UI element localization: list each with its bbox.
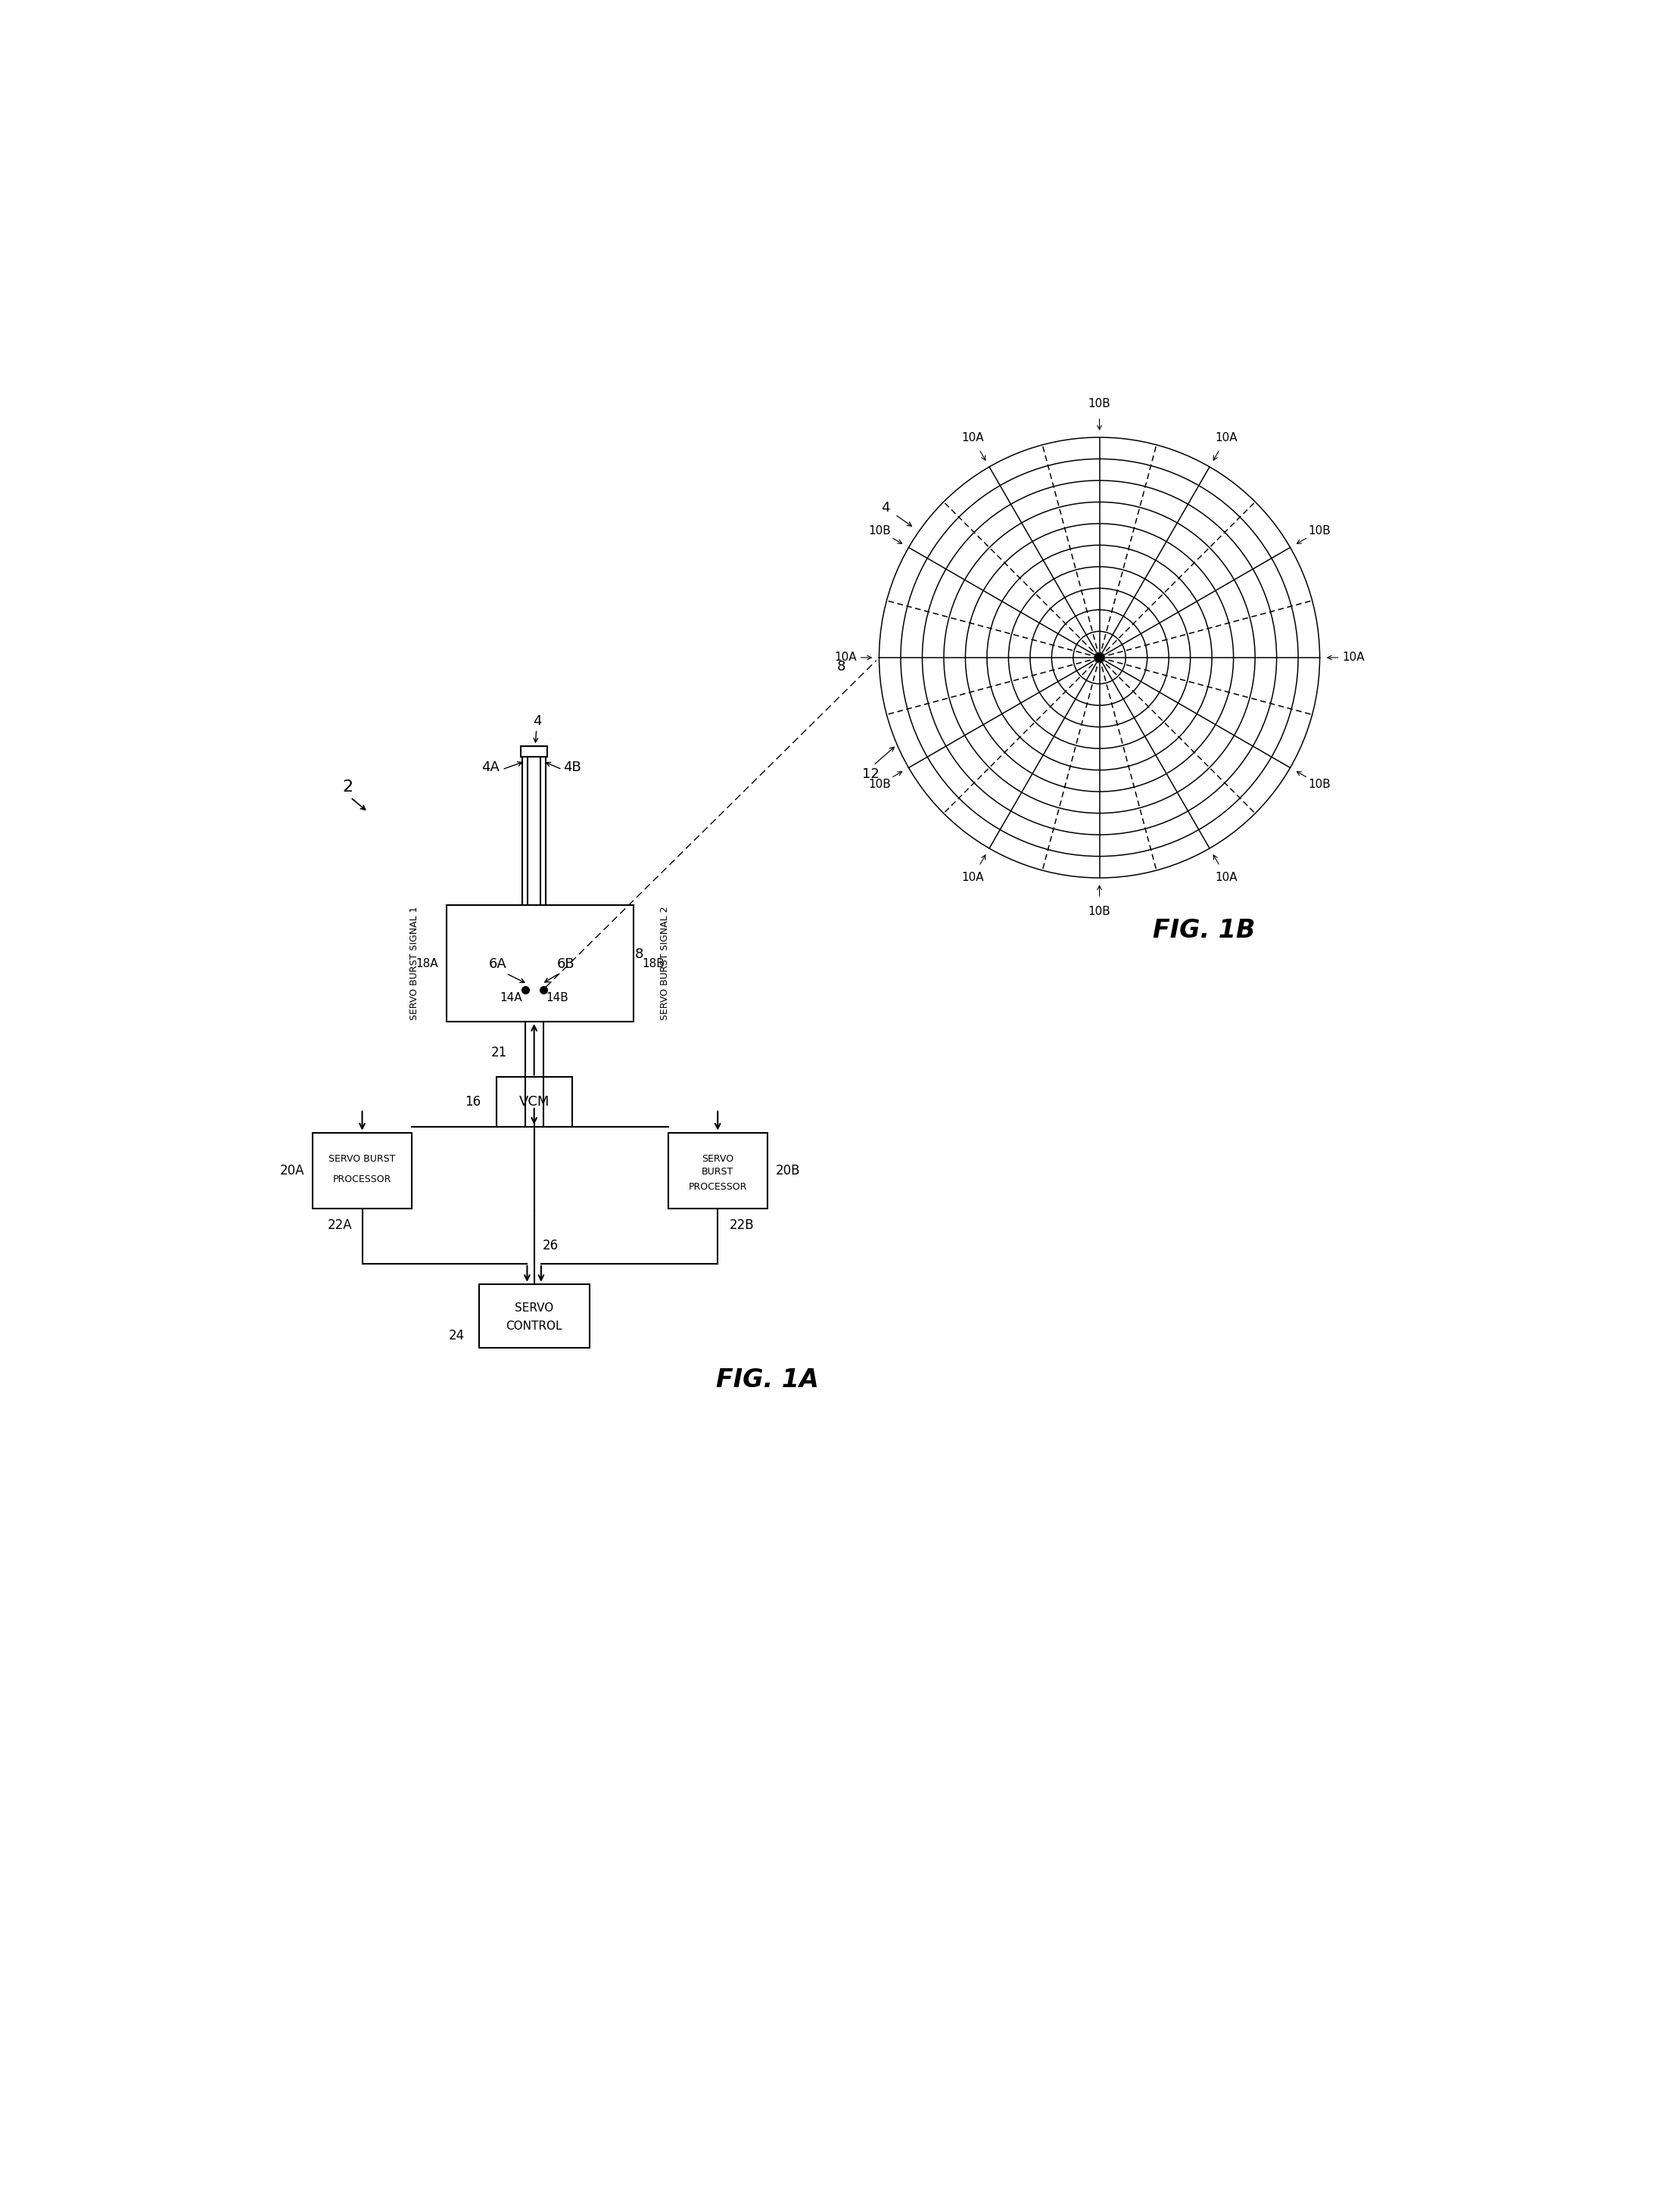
Bar: [541, 757, 546, 989]
Text: 4A: 4A: [481, 761, 499, 774]
Text: VCM: VCM: [519, 1095, 549, 1108]
Bar: [313, 1133, 412, 1208]
Text: 22A: 22A: [328, 1219, 352, 1232]
Text: SERVO BURST SIGNAL 2: SERVO BURST SIGNAL 2: [660, 907, 670, 1020]
Text: 10A: 10A: [961, 431, 983, 442]
Bar: [479, 1283, 590, 1347]
Text: 8: 8: [838, 659, 846, 672]
Text: PROCESSOR: PROCESSOR: [688, 1181, 747, 1192]
Text: SERVO: SERVO: [702, 1155, 734, 1164]
Bar: [523, 757, 528, 989]
Text: 14A: 14A: [499, 993, 523, 1004]
Text: 10A: 10A: [961, 872, 983, 883]
Text: SERVO BURST: SERVO BURST: [328, 1155, 395, 1164]
Text: 26: 26: [543, 1239, 558, 1252]
Bar: [521, 745, 548, 757]
Text: 10B: 10B: [1308, 524, 1330, 535]
Text: 10B: 10B: [1308, 779, 1330, 790]
Text: 18A: 18A: [415, 958, 437, 969]
Text: 4: 4: [881, 502, 889, 515]
Text: 8: 8: [635, 947, 643, 960]
Text: 20B: 20B: [776, 1164, 801, 1177]
Text: 10A: 10A: [1216, 431, 1238, 442]
Text: 10A: 10A: [1342, 653, 1365, 664]
Text: 6B: 6B: [558, 958, 575, 971]
Text: SERVO BURST SIGNAL 1: SERVO BURST SIGNAL 1: [410, 907, 419, 1020]
Text: 10B: 10B: [868, 524, 891, 535]
Text: 4: 4: [533, 714, 541, 728]
Text: 21: 21: [491, 1046, 508, 1060]
Text: 18B: 18B: [642, 958, 665, 969]
Text: PROCESSOR: PROCESSOR: [333, 1175, 392, 1183]
Text: 6A: 6A: [489, 958, 508, 971]
Text: 2: 2: [342, 779, 353, 794]
Bar: [668, 1133, 767, 1208]
Text: SERVO: SERVO: [514, 1303, 553, 1314]
Bar: [447, 905, 633, 1022]
Text: 16: 16: [466, 1095, 481, 1108]
Text: 4B: 4B: [563, 761, 581, 774]
Text: 20A: 20A: [280, 1164, 305, 1177]
Text: CONTROL: CONTROL: [506, 1321, 563, 1332]
Text: 22B: 22B: [730, 1219, 754, 1232]
Text: 12: 12: [861, 768, 879, 781]
Text: FIG. 1B: FIG. 1B: [1152, 918, 1256, 942]
Circle shape: [1095, 653, 1104, 661]
Text: BURST: BURST: [702, 1166, 734, 1177]
Text: 10B: 10B: [868, 779, 891, 790]
Text: 10A: 10A: [1216, 872, 1238, 883]
Text: 10A: 10A: [834, 653, 856, 664]
Bar: [496, 1077, 571, 1126]
Text: 10B: 10B: [1089, 907, 1111, 918]
Text: FIG. 1A: FIG. 1A: [715, 1367, 819, 1394]
Text: 10B: 10B: [1089, 398, 1111, 409]
Text: 14B: 14B: [546, 993, 568, 1004]
Text: 24: 24: [449, 1329, 464, 1343]
